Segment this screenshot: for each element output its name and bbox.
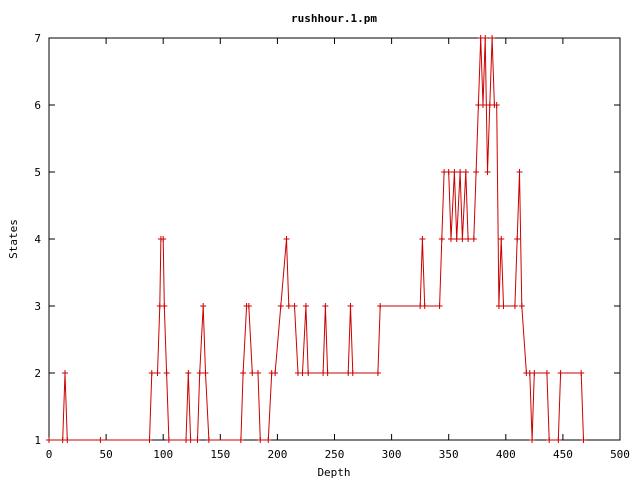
data-point-marker <box>237 437 244 443</box>
data-point-marker <box>97 437 104 443</box>
data-point-marker <box>200 303 207 309</box>
data-point-marker <box>498 236 505 242</box>
data-point-marker <box>529 437 536 443</box>
data-point-marker <box>187 437 194 443</box>
y-tick-label: 5 <box>34 166 41 179</box>
y-tick-label: 7 <box>34 32 41 45</box>
x-tick-label: 300 <box>382 448 402 461</box>
data-point-marker <box>254 370 261 376</box>
data-point-marker <box>500 303 507 309</box>
data-point-marker <box>249 370 256 376</box>
data-point-marker <box>185 370 192 376</box>
data-point-marker <box>165 437 172 443</box>
data-point-marker <box>419 236 426 242</box>
x-tick-label: 500 <box>610 448 630 461</box>
y-tick-label: 2 <box>34 367 41 380</box>
y-tick-label: 1 <box>34 434 41 447</box>
data-point-marker <box>196 370 203 376</box>
x-tick-label: 250 <box>325 448 345 461</box>
data-point-marker <box>245 303 252 309</box>
data-point-marker <box>516 169 523 175</box>
data-point-marker <box>438 236 445 242</box>
data-point-marker <box>484 169 491 175</box>
x-tick-label: 450 <box>553 448 573 461</box>
data-point-marker <box>285 303 292 309</box>
data-point-marker <box>489 35 496 41</box>
data-point-marker <box>465 236 472 242</box>
data-point-marker <box>302 303 309 309</box>
data-point-marker <box>462 169 469 175</box>
data-point-marker <box>457 169 464 175</box>
data-point-marker <box>202 370 209 376</box>
data-point-marker <box>493 102 500 108</box>
data-point-marker <box>459 236 466 242</box>
data-point-marker <box>324 370 331 376</box>
x-tick-label: 400 <box>496 448 516 461</box>
x-axis-label: Depth <box>317 466 350 479</box>
data-point-marker <box>277 303 284 309</box>
series-layer <box>46 35 587 443</box>
data-point-marker <box>546 437 553 443</box>
data-point-marker <box>154 370 161 376</box>
data-point-marker <box>148 370 155 376</box>
data-point-marker <box>377 303 384 309</box>
series-line <box>49 37 584 441</box>
data-point-marker <box>161 303 168 309</box>
x-tick-label: 150 <box>210 448 230 461</box>
data-point-marker <box>451 169 458 175</box>
y-axis-ticks: 1 2 3 4 5 6 7 <box>34 32 620 447</box>
data-point-marker <box>578 370 585 376</box>
x-tick-label: 350 <box>439 448 459 461</box>
data-point-marker <box>470 236 477 242</box>
data-point-marker <box>265 437 272 443</box>
data-point-marker <box>305 370 312 376</box>
data-point-marker <box>374 370 381 376</box>
data-point-marker <box>163 370 170 376</box>
y-tick-label: 4 <box>34 233 41 246</box>
data-point-marker <box>518 303 525 309</box>
data-point-marker <box>322 303 329 309</box>
y-axis-label: States <box>7 219 20 259</box>
data-point-marker <box>299 370 306 376</box>
data-point-marker <box>445 169 452 175</box>
data-point-marker <box>146 437 153 443</box>
data-point-marker <box>61 370 68 376</box>
data-point-marker <box>479 102 486 108</box>
data-point-marker <box>205 437 212 443</box>
y-tick-label: 6 <box>34 99 41 112</box>
data-point-marker <box>473 169 480 175</box>
data-point-marker <box>421 303 428 309</box>
x-tick-label: 0 <box>46 448 53 461</box>
data-point-marker <box>347 303 354 309</box>
data-point-marker <box>46 437 52 443</box>
data-point-marker <box>160 236 167 242</box>
data-point-marker <box>555 437 562 443</box>
data-point-marker <box>447 236 454 242</box>
x-axis-ticks: 0 50 100 150 200 250 300 350 400 450 500 <box>46 38 630 461</box>
data-point-marker <box>557 370 564 376</box>
data-point-marker <box>291 303 298 309</box>
chart-title: rushhour.1.pm <box>291 12 377 25</box>
data-point-marker <box>272 370 279 376</box>
data-point-marker <box>453 236 460 242</box>
data-point-marker <box>514 236 521 242</box>
data-point-marker <box>543 370 550 376</box>
y-tick-label: 3 <box>34 300 41 313</box>
data-point-marker <box>257 437 264 443</box>
x-tick-label: 200 <box>267 448 287 461</box>
data-point-marker <box>511 303 518 309</box>
data-point-marker <box>240 370 247 376</box>
x-tick-label: 50 <box>99 448 112 461</box>
data-point-marker <box>283 236 290 242</box>
data-point-marker <box>64 437 71 443</box>
data-point-marker <box>482 35 489 41</box>
x-tick-label: 100 <box>153 448 173 461</box>
data-point-marker <box>436 303 443 309</box>
data-point-marker <box>580 437 587 443</box>
data-point-marker <box>194 437 201 443</box>
data-point-marker <box>531 370 538 376</box>
data-point-marker <box>349 370 356 376</box>
